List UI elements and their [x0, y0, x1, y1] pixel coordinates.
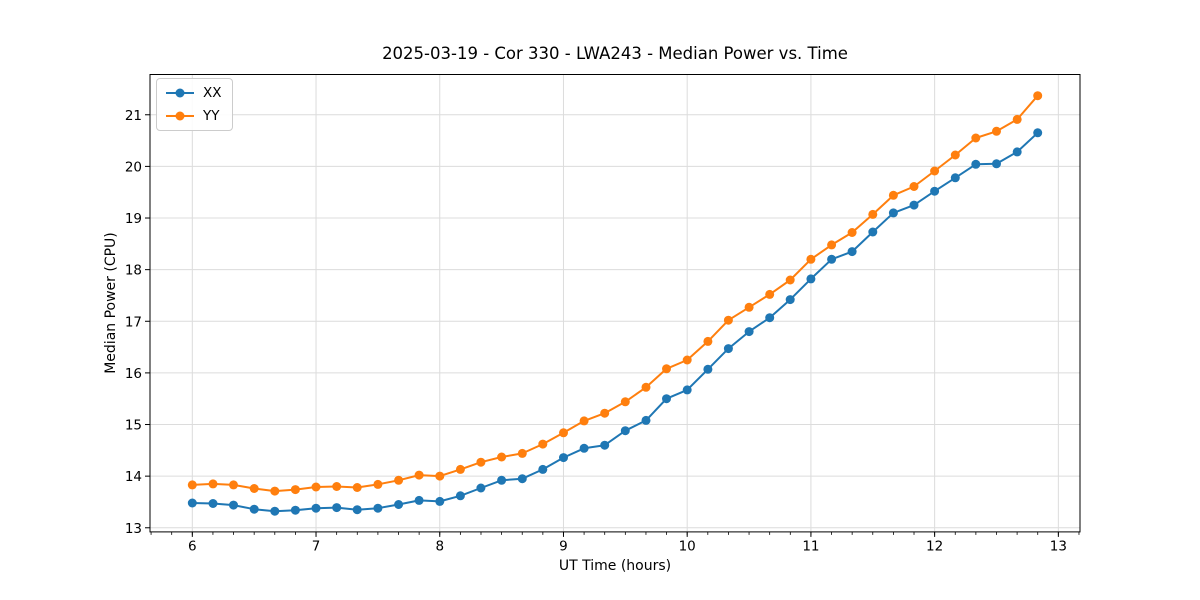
y-tick-labels: 13 14 15 16 17 18 19 20 21 — [125, 108, 142, 537]
legend-item-xx: XX — [165, 83, 222, 103]
x-tick-label: 7 — [312, 539, 321, 555]
legend-label-xx: XX — [203, 85, 222, 101]
y-tick-label: 16 — [125, 366, 142, 382]
series-XX-markers — [187, 128, 1043, 516]
y-tick-label: 20 — [125, 159, 142, 175]
x-tick-label: 11 — [802, 539, 819, 555]
y-tick-label: 19 — [125, 211, 142, 227]
y-ticks — [145, 114, 150, 529]
y-tick-label: 15 — [125, 418, 142, 434]
x-tick-label: 12 — [926, 539, 943, 555]
series-YY-line — [191, 94, 1039, 493]
legend-line-marker-icon — [166, 88, 194, 98]
x-tick-label: 6 — [188, 539, 197, 555]
legend-item-yy: YY — [165, 106, 222, 126]
y-tick-label: 21 — [125, 108, 142, 124]
series-XX — [187, 128, 1043, 516]
y-tick-label: 17 — [125, 314, 142, 330]
series-YY-markers — [187, 91, 1043, 496]
x-ticks — [191, 531, 1059, 537]
x-tick-label: 8 — [435, 539, 444, 555]
legend-line-marker-icon — [166, 111, 194, 121]
y-tick-label: 13 — [125, 521, 142, 537]
x-tick-labels: 6 7 8 9 10 11 12 13 — [188, 539, 1067, 555]
y-tick-label: 18 — [125, 263, 142, 279]
plot-border — [149, 74, 1081, 533]
x-gridlines — [191, 74, 1059, 532]
legend-label-yy: YY — [203, 108, 220, 124]
chart-title: 2025-03-19 - Cor 330 - LWA243 - Median P… — [382, 44, 848, 63]
series-YY — [187, 91, 1043, 496]
x-axis-label: UT Time (hours) — [558, 558, 672, 574]
y-tick-label: 14 — [125, 469, 142, 485]
x-tick-label: 13 — [1050, 539, 1067, 555]
legend: XX YY — [156, 78, 233, 131]
y-gridlines — [150, 114, 1080, 529]
x-tick-label: 9 — [559, 539, 568, 555]
x-tick-label: 10 — [679, 539, 696, 555]
